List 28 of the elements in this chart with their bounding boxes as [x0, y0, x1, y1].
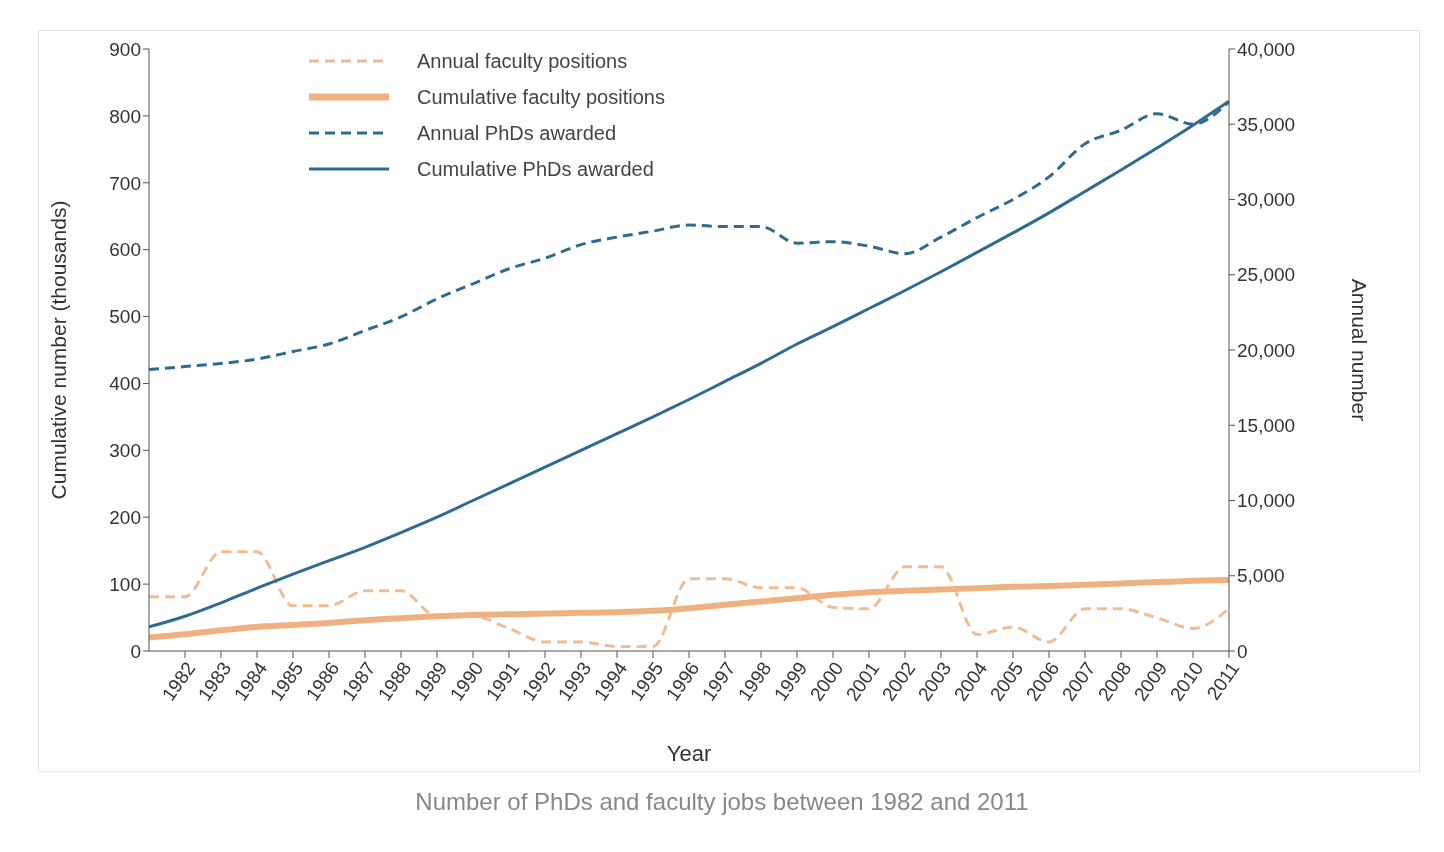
y-tick-label: 200: [109, 506, 141, 528]
y-tick-label: 800: [109, 105, 141, 127]
y-tick-label: 500: [109, 306, 141, 328]
y-axis-title: Cumulative number (thousands): [47, 200, 71, 500]
y2-tick-label: 20,000: [1237, 339, 1296, 361]
y2-tick-label: 30,000: [1237, 189, 1296, 211]
legend-label: Cumulative faculty positions: [417, 85, 665, 109]
y-tick-label: 100: [109, 573, 141, 595]
y-tick-label: 700: [109, 172, 141, 194]
y-tick-label: 900: [109, 38, 141, 60]
y2-tick-label: 15,000: [1237, 414, 1296, 436]
legend-label: Annual faculty positions: [417, 49, 628, 73]
legend-label: Annual PhDs awarded: [417, 121, 617, 145]
y2-axis-title: Annual number: [1347, 278, 1371, 422]
y2-tick-label: 25,000: [1237, 264, 1296, 286]
y-tick-label: 0: [130, 640, 141, 662]
y-tick-label: 400: [109, 373, 141, 395]
y-tick-label: 300: [109, 440, 141, 462]
y2-tick-label: 35,000: [1237, 114, 1296, 135]
line-series: [149, 550, 1229, 648]
y2-tick-label: 40,000: [1237, 38, 1296, 60]
y2-tick-label: 0: [1237, 640, 1248, 662]
text: Number of PhDs and faculty jobs between 1982 and 2011: [414, 788, 1030, 816]
y2-tick-label: 5,000: [1237, 565, 1285, 587]
x-axis-title: Year: [666, 741, 712, 766]
legend-label: Cumulative PhDs awarded: [417, 157, 654, 181]
y2-tick-label: 10,000: [1237, 490, 1296, 512]
y-tick-label: 600: [109, 239, 141, 261]
